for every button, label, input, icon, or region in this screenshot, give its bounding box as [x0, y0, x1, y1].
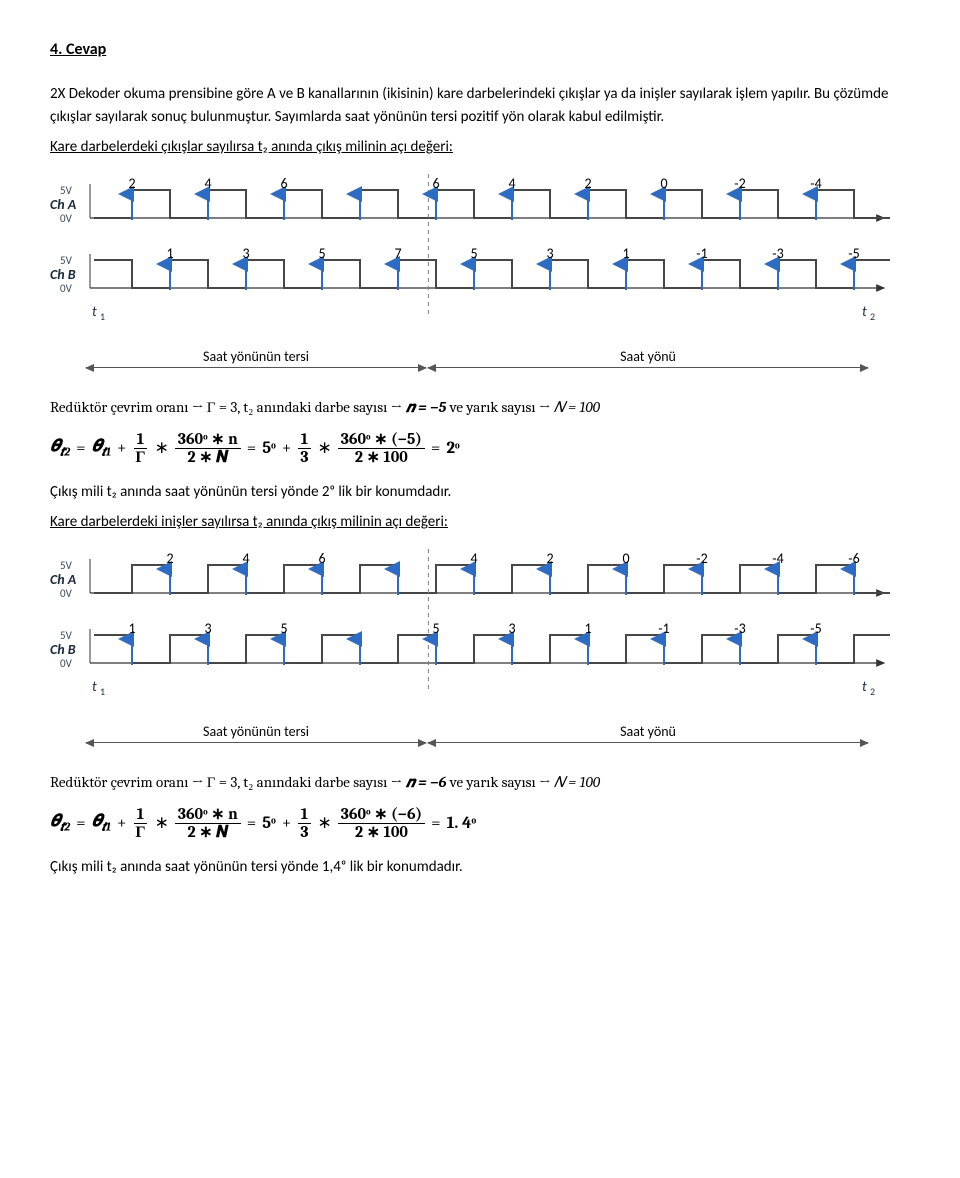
equation-1: 𝜽𝒕2 = 𝜽𝒕1 + 1Γ ∗ 360ᵒ ∗ n2 ∗ 𝑵 = 5ᵒ + 13… — [50, 431, 910, 466]
svg-text:-3: -3 — [772, 245, 783, 262]
svg-text:Ch B: Ch B — [50, 641, 76, 658]
timing-diagram-1: 5V0V5V0VCh ACh B2466420-2-41357531-1-3-5… — [50, 168, 910, 343]
svg-text:1: 1 — [584, 620, 591, 637]
svg-text:0V: 0V — [60, 657, 73, 670]
mathline1-N: 𝑁 = 100 — [554, 398, 600, 416]
equation-2: 𝜽𝒕2 = 𝜽𝒕1 + 1Γ ∗ 360ᵒ ∗ n2 ∗ 𝑵 = 5ᵒ + 13… — [50, 806, 910, 841]
dir-right-label-2: Saat yönü — [620, 723, 676, 740]
svg-text:1: 1 — [100, 685, 105, 698]
svg-text:-6: -6 — [848, 550, 859, 567]
svg-text:0V: 0V — [60, 282, 73, 295]
mathline1-mid: ve yarık sayısı → — [450, 398, 554, 416]
svg-text:3: 3 — [546, 245, 553, 262]
svg-text:-5: -5 — [810, 620, 821, 637]
svg-text:2: 2 — [128, 175, 135, 192]
timing-diagram-2: 5V0V5V0VCh ACh B246420-2-4-6135531-1-3-5… — [50, 543, 910, 718]
svg-text:1: 1 — [622, 245, 629, 262]
svg-text:4: 4 — [242, 550, 249, 567]
svg-text:5: 5 — [470, 245, 477, 262]
svg-text:-4: -4 — [810, 175, 821, 192]
subheading-2: Kare darbelerdeki inişler sayılırsa t₂ a… — [50, 513, 910, 531]
svg-text:t: t — [92, 303, 97, 320]
direction-indicator-1: Saat yönünün tersi Saat yönü — [86, 349, 910, 380]
svg-text:6: 6 — [318, 550, 325, 567]
svg-text:t: t — [862, 678, 867, 695]
intro-paragraph: 2X Dekoder okuma prensibine göre A ve B … — [50, 83, 910, 128]
svg-text:3: 3 — [242, 245, 249, 262]
page-heading: 4. Cevap — [50, 40, 910, 59]
svg-text:0V: 0V — [60, 587, 73, 600]
dir-left-label-2: Saat yönünün tersi — [203, 723, 309, 740]
svg-text:-1: -1 — [696, 245, 707, 262]
svg-text:6: 6 — [432, 175, 439, 192]
svg-text:1: 1 — [166, 245, 173, 262]
dir-left-label: Saat yönünün tersi — [203, 348, 309, 365]
svg-text:0: 0 — [622, 550, 629, 567]
svg-text:4: 4 — [204, 175, 211, 192]
svg-text:-2: -2 — [734, 175, 745, 192]
svg-text:4: 4 — [508, 175, 515, 192]
svg-text:3: 3 — [508, 620, 515, 637]
svg-text:1: 1 — [128, 620, 135, 637]
mathline2-n: 𝒏 = −6 — [406, 773, 447, 791]
svg-text:0: 0 — [660, 175, 667, 192]
mathline2-mid: ve yarık sayısı → — [450, 773, 554, 791]
svg-text:5: 5 — [432, 620, 439, 637]
mathline2-N: 𝑁 = 100 — [554, 773, 600, 791]
svg-text:2: 2 — [166, 550, 173, 567]
svg-text:1: 1 — [100, 310, 105, 323]
svg-text:Ch A: Ch A — [50, 571, 77, 588]
mathline1-pre: Redüktör çevrim oranı → Γ = 3, t₂ anında… — [50, 398, 406, 416]
svg-text:5: 5 — [280, 620, 287, 637]
svg-text:Ch A: Ch A — [50, 196, 77, 213]
svg-text:7: 7 — [394, 245, 401, 262]
svg-text:4: 4 — [470, 550, 477, 567]
svg-text:6: 6 — [280, 175, 287, 192]
svg-text:Ch B: Ch B — [50, 266, 76, 283]
svg-text:3: 3 — [204, 620, 211, 637]
svg-text:-5: -5 — [848, 245, 859, 262]
conclusion-1: Çıkış mili t₂ anında saat yönünün tersi … — [50, 481, 910, 504]
mathline1-n: 𝒏 = −5 — [406, 398, 447, 416]
svg-text:-1: -1 — [658, 620, 669, 637]
svg-text:2: 2 — [584, 175, 591, 192]
svg-text:2: 2 — [870, 310, 875, 323]
math-line-1: Redüktör çevrim oranı → Γ = 3, t₂ anında… — [50, 398, 910, 417]
conclusion-2: Çıkış mili t₂ anında saat yönünün tersi … — [50, 856, 910, 879]
svg-text:-3: -3 — [734, 620, 745, 637]
svg-text:2: 2 — [870, 685, 875, 698]
direction-indicator-2: Saat yönünün tersi Saat yönü — [86, 724, 910, 755]
math-line-2: Redüktör çevrim oranı → Γ = 3, t₂ anında… — [50, 773, 910, 792]
svg-text:5: 5 — [318, 245, 325, 262]
svg-text:t: t — [92, 678, 97, 695]
mathline2-pre: Redüktör çevrim oranı → Γ = 3, t₂ anında… — [50, 773, 406, 791]
subheading-1: Kare darbelerdeki çıkışlar sayılırsa t₂ … — [50, 138, 910, 156]
svg-text:0V: 0V — [60, 212, 73, 225]
svg-text:-4: -4 — [772, 550, 783, 567]
svg-text:-2: -2 — [696, 550, 707, 567]
dir-right-label: Saat yönü — [620, 348, 676, 365]
svg-text:t: t — [862, 303, 867, 320]
svg-text:2: 2 — [546, 550, 553, 567]
